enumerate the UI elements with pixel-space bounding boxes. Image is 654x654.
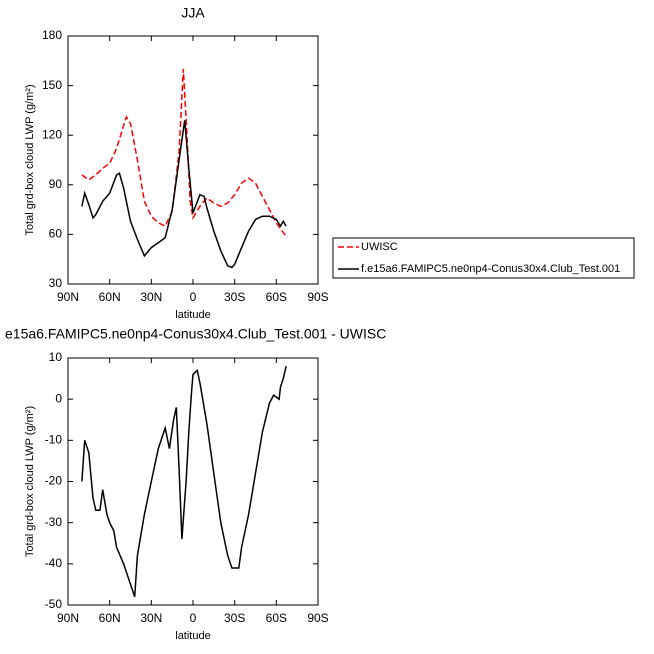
legend-label: UWISC	[361, 241, 398, 253]
y-tick-label: -40	[45, 556, 63, 570]
y-tick-label: -20	[45, 474, 63, 488]
x-tick-label: 30N	[140, 611, 162, 625]
x-tick-label: 30S	[224, 290, 245, 304]
y-tick-label: 30	[49, 276, 63, 290]
legend-label: f.e15a6.FAMIPC5.ne0np4-Conus30x4.Club_Te…	[361, 263, 620, 275]
y-axis-label: Total grd-box cloud LWP (g/m²)	[24, 406, 36, 557]
y-tick-label: -30	[45, 515, 63, 529]
y-tick-label: 180	[42, 28, 62, 42]
x-tick-label: 90S	[307, 611, 328, 625]
plot-frame	[67, 35, 319, 285]
y-tick-label: 60	[49, 227, 63, 241]
x-tick-label: 60N	[99, 290, 121, 304]
x-tick-label: 0	[190, 290, 197, 304]
series-line	[81, 366, 287, 598]
y-tick-label: 150	[42, 78, 62, 92]
x-tick-label: 90N	[57, 290, 79, 304]
series-line	[81, 69, 288, 239]
plot-frame	[67, 357, 319, 606]
chart-title: e15a6.FAMIPC5.ne0np4-Conus30x4.Club_Test…	[5, 326, 386, 342]
x-tick-label: 0	[190, 611, 197, 625]
x-axis-label: latitude	[175, 630, 210, 642]
y-tick-label: -10	[45, 433, 63, 447]
y-tick-label: 10	[49, 350, 63, 364]
y-tick-label: 120	[42, 127, 62, 141]
chart-title: JJA	[181, 5, 205, 21]
legend-box	[332, 237, 635, 279]
y-tick-label: 0	[55, 391, 62, 405]
y-tick-label: 90	[49, 177, 63, 191]
y-axis-label: Total grd-box cloud LWP (g/m²)	[24, 84, 36, 235]
series-line	[81, 120, 287, 269]
x-tick-label: 30N	[140, 290, 162, 304]
x-axis-label: latitude	[175, 309, 210, 321]
x-tick-label: 30S	[224, 611, 245, 625]
x-tick-label: 60S	[266, 611, 287, 625]
x-tick-label: 90S	[307, 290, 328, 304]
x-tick-label: 60S	[266, 290, 287, 304]
x-tick-label: 60N	[99, 611, 121, 625]
x-tick-label: 90N	[57, 611, 79, 625]
y-tick-label: -50	[45, 597, 63, 611]
